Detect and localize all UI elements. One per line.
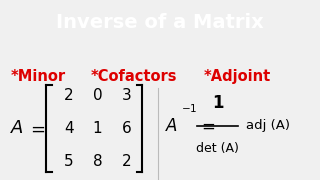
Text: 0: 0 — [93, 87, 102, 103]
Text: *Adjoint: *Adjoint — [203, 69, 270, 84]
Text: 5: 5 — [64, 154, 74, 169]
Text: Inverse of a Matrix: Inverse of a Matrix — [56, 13, 264, 32]
Text: 4: 4 — [64, 121, 74, 136]
Text: $A$: $A$ — [165, 117, 178, 135]
Text: 2: 2 — [64, 87, 74, 103]
Text: 8: 8 — [93, 154, 102, 169]
Text: $A$: $A$ — [10, 119, 24, 137]
Text: $=$: $=$ — [27, 119, 46, 137]
Text: 1: 1 — [212, 94, 223, 112]
Text: *Cofactors: *Cofactors — [91, 69, 178, 84]
Text: 1: 1 — [93, 121, 102, 136]
Text: adj (A): adj (A) — [246, 119, 291, 132]
Text: 2: 2 — [122, 154, 131, 169]
Text: *Minor: *Minor — [11, 69, 66, 84]
Text: $=$: $=$ — [198, 117, 216, 135]
Text: 3: 3 — [122, 87, 131, 103]
Text: 6: 6 — [122, 121, 131, 136]
Text: det (A): det (A) — [196, 142, 239, 155]
Text: $-1$: $-1$ — [181, 102, 198, 114]
